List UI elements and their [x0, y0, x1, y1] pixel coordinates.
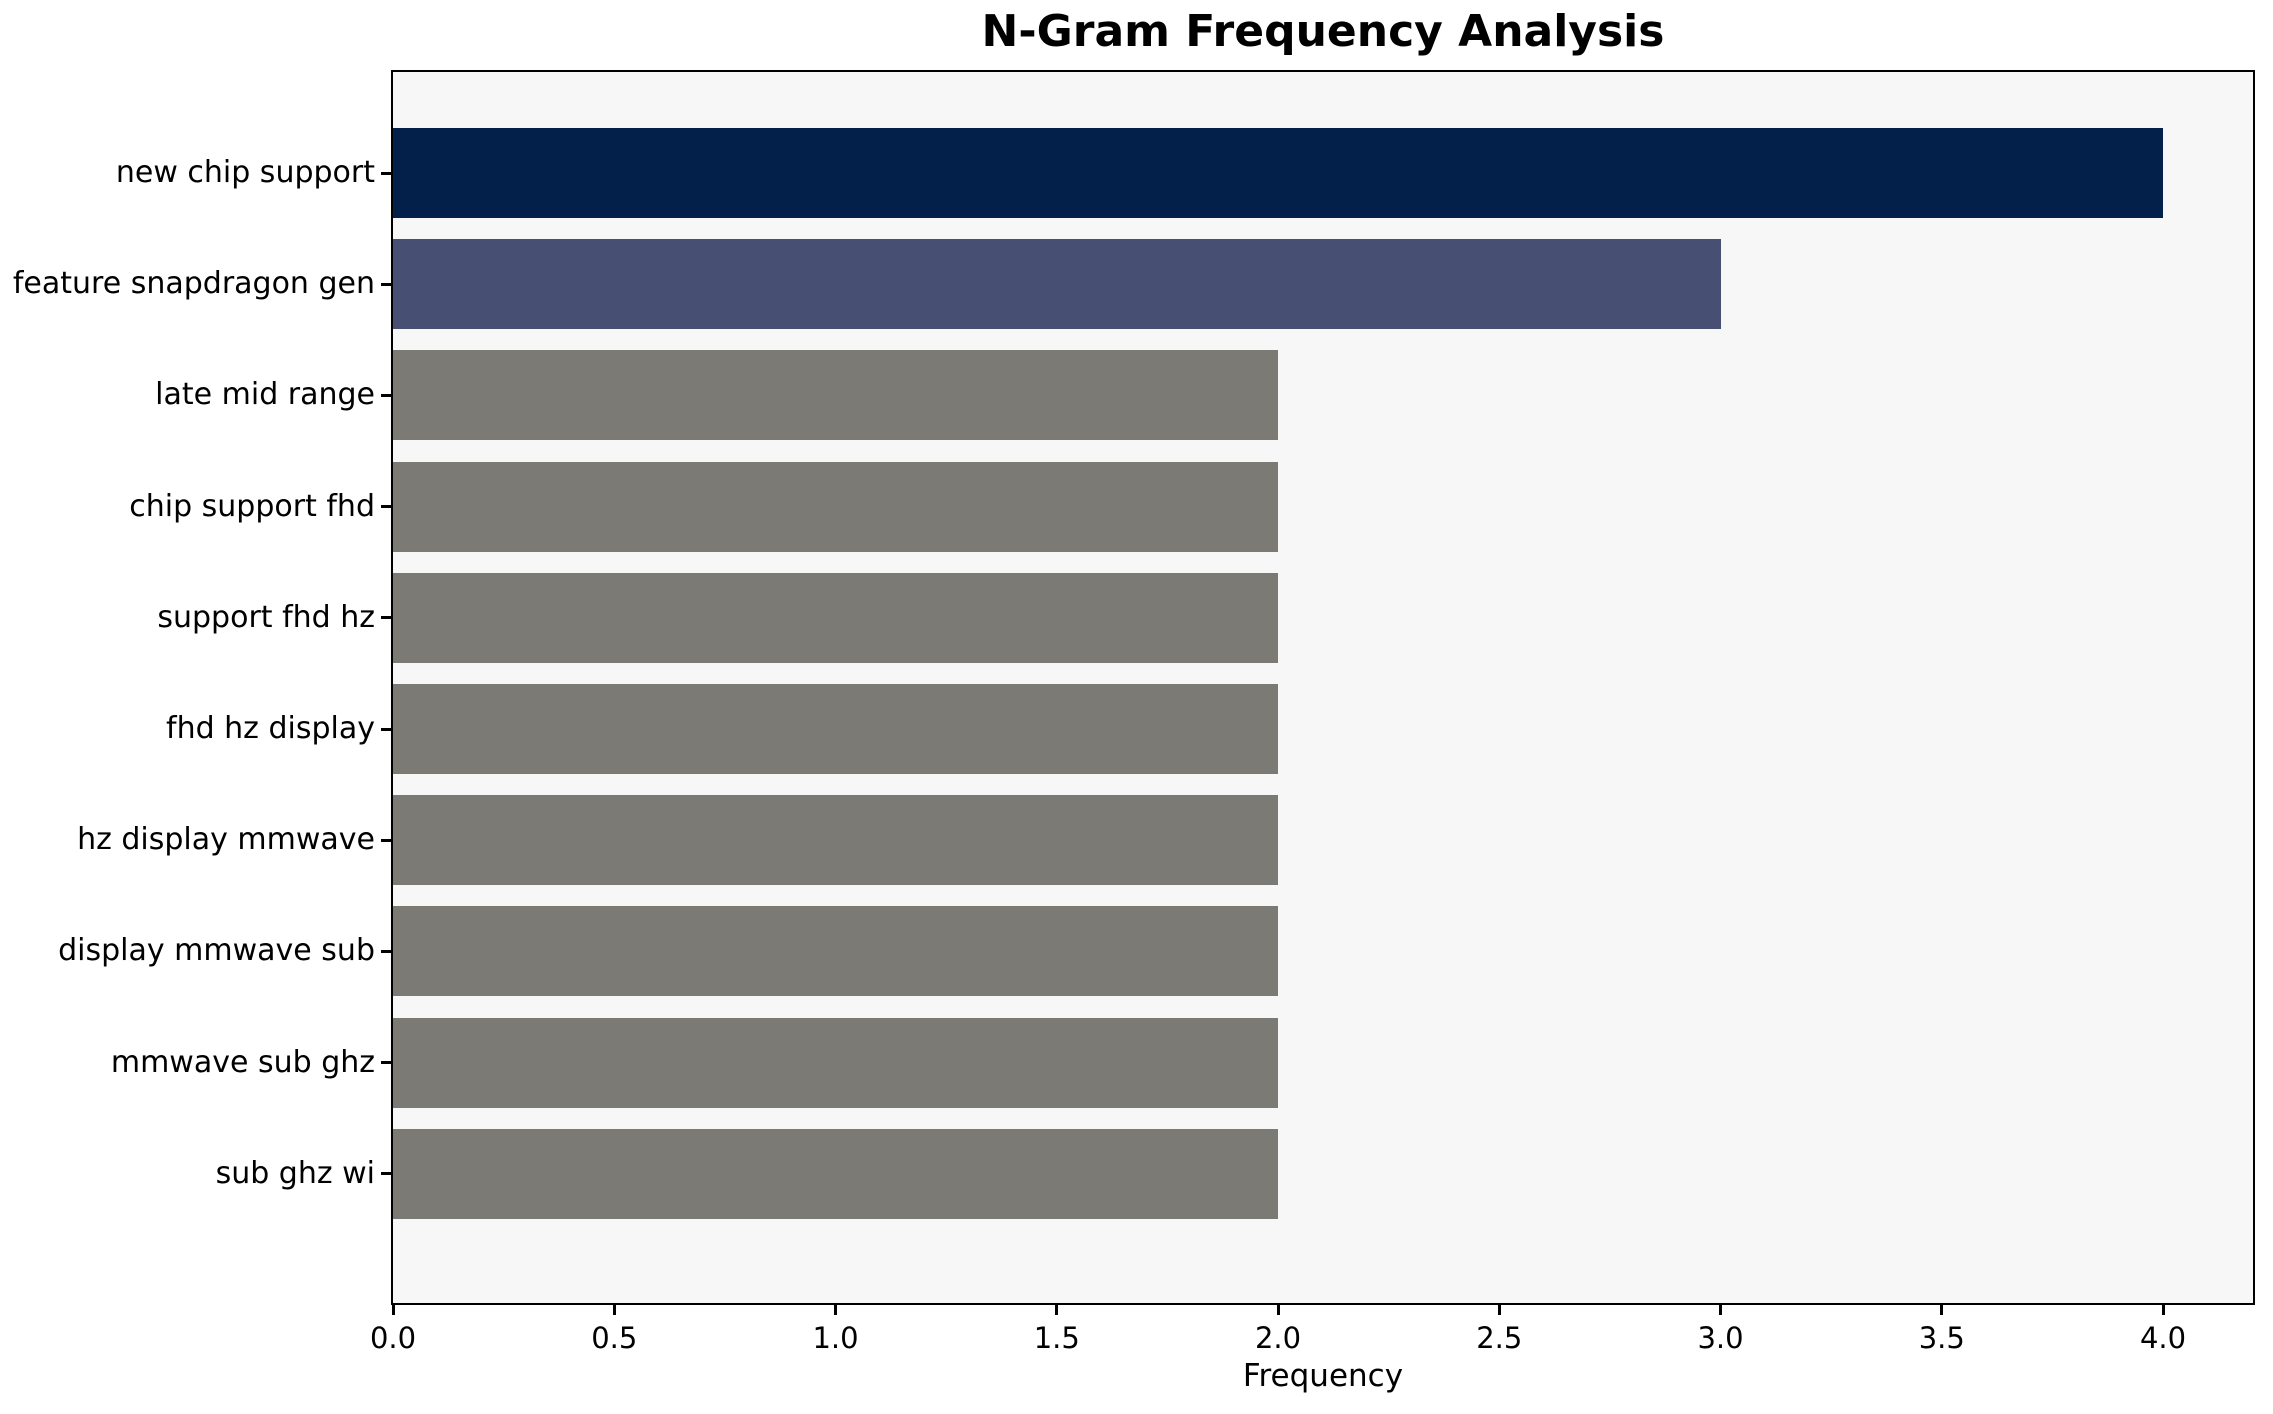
x-tick-mark: [1276, 1304, 1280, 1315]
x-tick-mark: [612, 1304, 616, 1315]
x-tick-label: 1.5: [1033, 1321, 1080, 1355]
y-tick-label: display mmwave sub: [58, 933, 375, 969]
y-tick-mark: [381, 727, 391, 731]
x-tick-mark: [1055, 1304, 1059, 1315]
y-tick-label: support fhd hz: [157, 599, 375, 635]
y-tick-label: mmwave sub ghz: [110, 1044, 375, 1080]
y-tick-label: fhd hz display: [166, 711, 375, 746]
y-tick-mark: [381, 949, 391, 953]
x-axis-label: Frequency: [1242, 1358, 1404, 1394]
y-tick-mark: [381, 171, 391, 175]
bar: [393, 684, 1278, 774]
bar: [393, 1128, 1278, 1219]
x-tick-label: 2.5: [1476, 1321, 1523, 1355]
y-tick-label: late mid range: [155, 377, 375, 413]
x-tick-label: 3.5: [1918, 1321, 1965, 1355]
x-tick-label: 2.0: [1254, 1321, 1302, 1355]
y-tick-label: hz display mmwave: [77, 822, 375, 858]
bar: [393, 906, 1278, 997]
y-tick-mark: [381, 1172, 391, 1176]
bar: [393, 461, 1278, 552]
y-tick-label: sub ghz wi: [215, 1155, 375, 1191]
bar: [393, 128, 2163, 218]
x-tick-mark: [1719, 1304, 1722, 1315]
y-tick-label: chip support fhd: [129, 488, 375, 524]
x-tick-label: 1.0: [812, 1321, 859, 1355]
x-tick-label: 4.0: [2139, 1321, 2187, 1355]
chart-title: N-Gram Frequency Analysis: [981, 6, 1665, 57]
y-tick-label: new chip support: [115, 155, 375, 190]
bar: [393, 239, 1721, 330]
y-tick-mark: [381, 838, 391, 842]
bar: [393, 795, 1278, 886]
bar: [393, 350, 1278, 441]
x-tick-mark: [2161, 1304, 2165, 1315]
x-tick-mark: [391, 1304, 395, 1315]
x-tick-label: 0.0: [369, 1321, 417, 1355]
y-tick-mark: [381, 393, 391, 397]
x-tick-label: 3.0: [1697, 1321, 1744, 1355]
y-tick-mark: [381, 616, 391, 620]
y-tick-mark: [381, 505, 391, 509]
y-tick-mark: [381, 1061, 391, 1065]
x-tick-label: 0.5: [591, 1321, 638, 1355]
x-tick-mark: [1497, 1304, 1501, 1315]
bar: [393, 572, 1278, 663]
x-tick-mark: [1940, 1304, 1944, 1315]
y-tick-label: feature snapdragon gen: [12, 266, 375, 302]
y-tick-mark: [381, 282, 391, 286]
x-tick-mark: [834, 1304, 837, 1315]
bar: [393, 1017, 1278, 1108]
plot-area: [391, 70, 2255, 1305]
